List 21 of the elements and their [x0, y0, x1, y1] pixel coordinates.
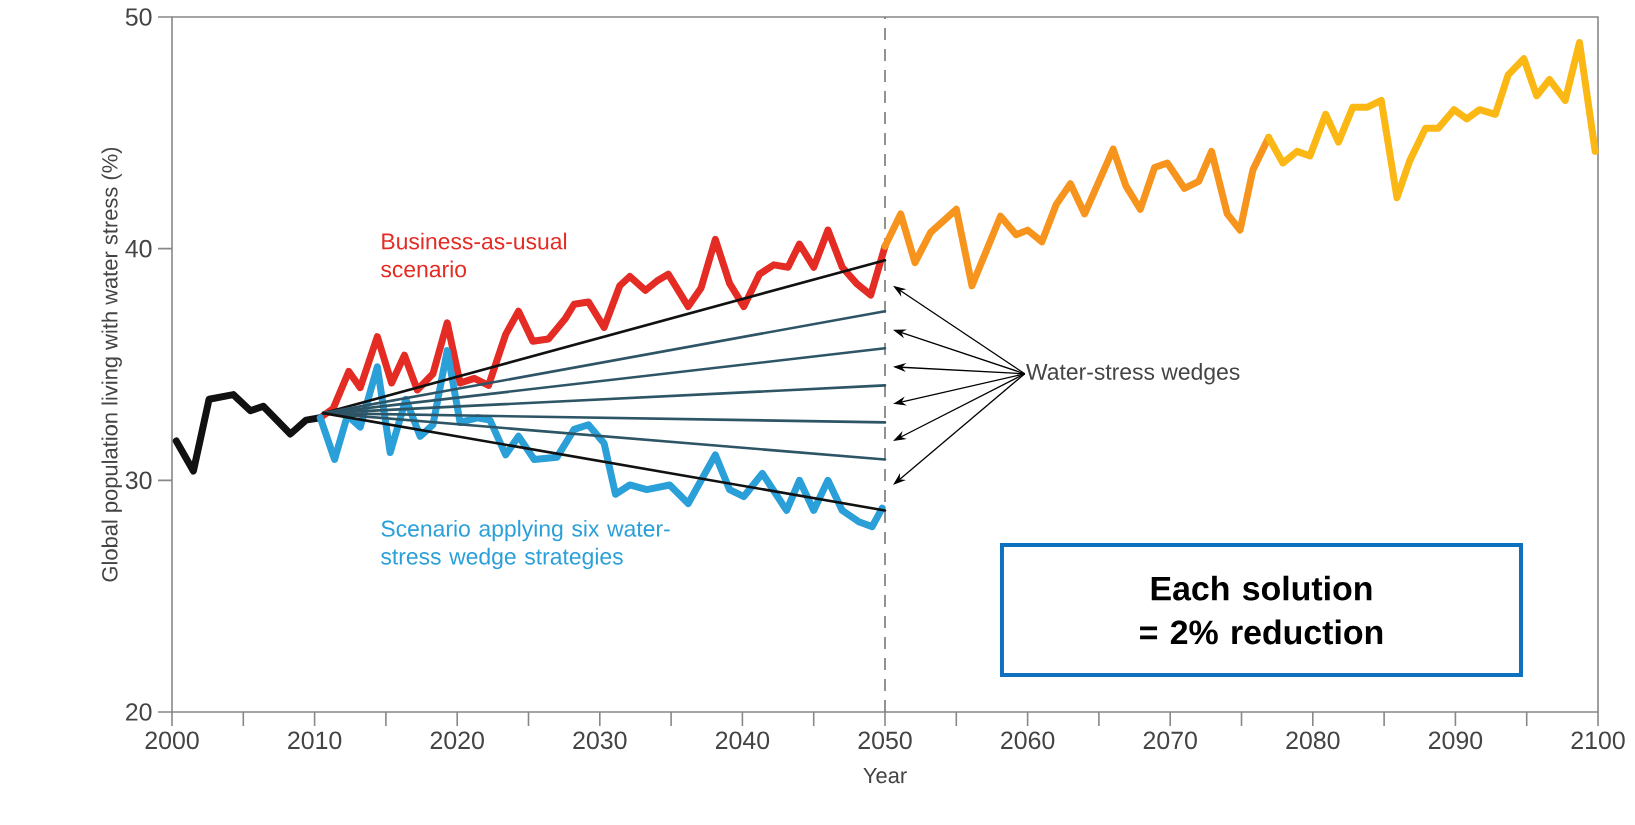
- x-tick-label: 2020: [430, 731, 484, 750]
- annotation: Water-stress wedges: [1026, 363, 1240, 385]
- x-tick-label: 2000: [145, 731, 199, 750]
- x-tick-label: 2010: [288, 731, 342, 750]
- series-label: Scenario applying six water-stress wedge strategies: [381, 519, 670, 570]
- y-tick-label: 30: [125, 471, 152, 490]
- y-axis-title: Global population living with water stress (%): [101, 147, 122, 582]
- x-tick-label: 2100: [1571, 731, 1625, 750]
- annotation: Each solution = 2% reduction: [1140, 575, 1383, 645]
- x-tick-label: 2030: [573, 731, 627, 750]
- x-tick-label: 2080: [1286, 731, 1340, 750]
- y-tick-label: 40: [125, 239, 152, 258]
- x-tick-label: 2040: [715, 731, 770, 750]
- x-axis-title: Year: [863, 767, 907, 784]
- x-tick-label: 2090: [1428, 731, 1483, 750]
- x-tick-label: 2060: [1001, 731, 1055, 750]
- x-tick-label: 2070: [1143, 731, 1197, 750]
- y-tick-label: 50: [125, 8, 152, 26]
- x-tick-label: 2050: [858, 731, 912, 750]
- y-tick-label: 20: [126, 703, 152, 721]
- series-label: Business-as-usual scenario: [381, 232, 567, 278]
